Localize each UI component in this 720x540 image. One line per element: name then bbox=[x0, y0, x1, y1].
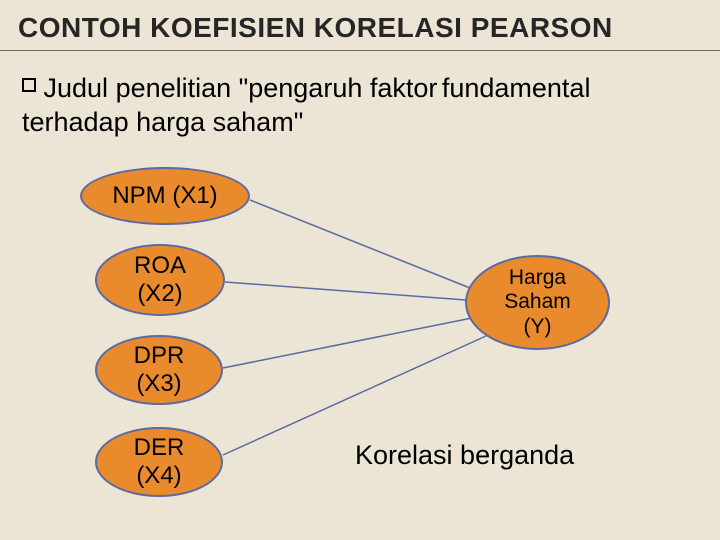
node-x1: NPM (X1) bbox=[80, 167, 250, 225]
bullet-line1-rest: penelitian "pengaruh faktor bbox=[108, 73, 437, 103]
node-x3: DPR (X3) bbox=[95, 335, 223, 405]
edge-x1 bbox=[250, 200, 470, 288]
title-underline bbox=[0, 50, 720, 51]
node-y: Harga Saham (Y) bbox=[465, 255, 610, 350]
bullet-paragraph: Judul penelitian "pengaruh faktor fundam… bbox=[22, 72, 682, 140]
edge-x2 bbox=[225, 282, 466, 300]
slide: CONTOH KOEFISIEN KORELASI PEARSON Judul … bbox=[0, 0, 720, 540]
node-x4: DER (X4) bbox=[95, 427, 223, 497]
diagram-caption: Korelasi berganda bbox=[355, 440, 574, 471]
bullet-line1-prefix: Judul bbox=[36, 73, 108, 103]
node-x2: ROA (X2) bbox=[95, 244, 225, 316]
bullet-square-icon bbox=[22, 78, 36, 92]
edge-x3 bbox=[223, 318, 472, 368]
edge-x4 bbox=[223, 336, 486, 455]
slide-title: CONTOH KOEFISIEN KORELASI PEARSON bbox=[18, 12, 613, 44]
